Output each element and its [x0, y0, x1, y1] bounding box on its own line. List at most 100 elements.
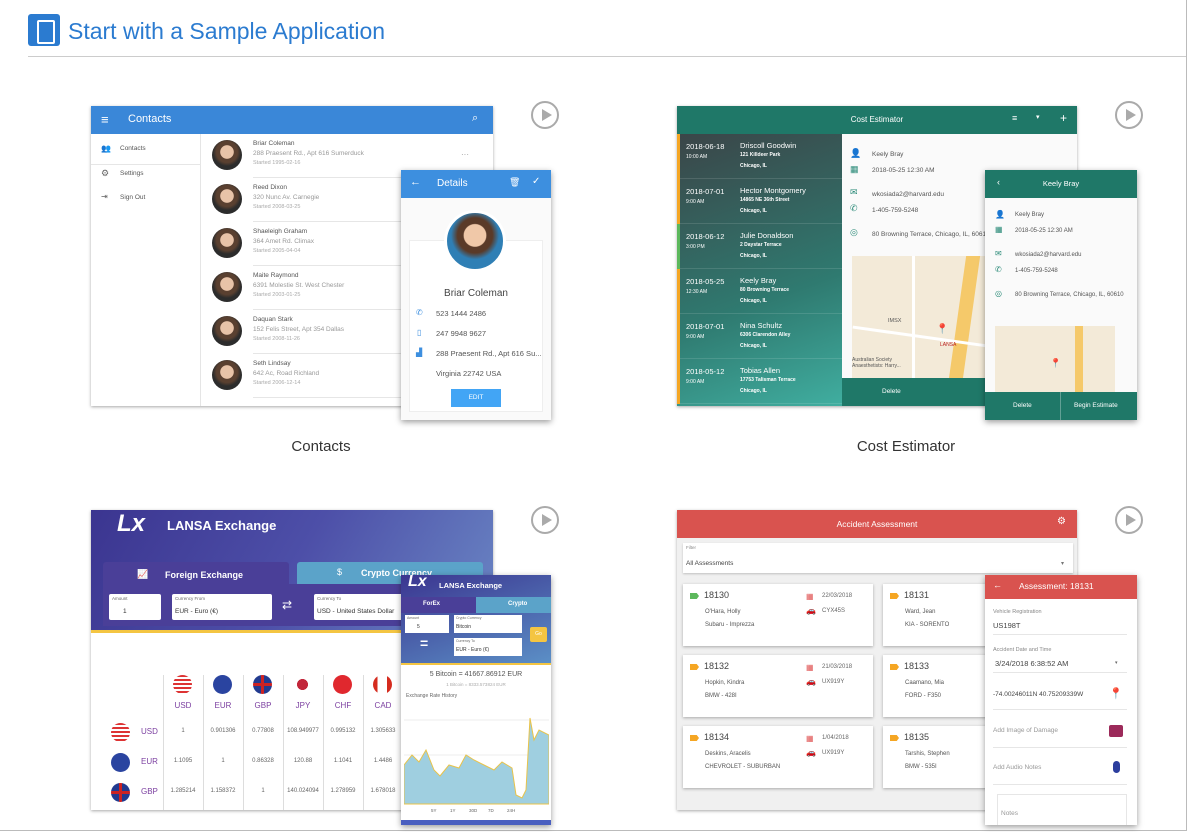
accident-preview[interactable]: Accident Assessment ⚙ Filter All Assessm…	[677, 510, 1077, 810]
tab-crypto[interactable]: Crypto	[476, 597, 551, 613]
dropdown-icon[interactable]: ▾	[1036, 114, 1040, 121]
estimate-row[interactable]: 2018-07-01 9:00 AM Hector Montgomery 14865 …	[677, 179, 842, 224]
add-audio-field[interactable]: Add Audio Notes	[993, 764, 1042, 771]
amount-input[interactable]: Amount 5	[405, 615, 449, 633]
rate-cell[interactable]: 108.949977	[287, 728, 319, 734]
sample-caption[interactable]: Cost Estimator	[856, 438, 956, 455]
rate-cell[interactable]: 0.77808	[252, 728, 274, 734]
estimate-row[interactable]: 2018-05-12 9:00 AM Tobias Allen 17753 Talis…	[677, 359, 842, 404]
contact-phone[interactable]: 523 1444 2486	[436, 309, 487, 318]
delete-button[interactable]: Delete	[1013, 402, 1032, 409]
currency-to-select[interactable]: Currency To USD - United States Dollar	[314, 594, 414, 620]
rate-cell[interactable]: 1.1095	[173, 758, 193, 764]
contact-row[interactable]: Maite Raymond 6391 Molestie St. West Ches…	[201, 266, 493, 310]
gear-icon[interactable]: ⚙	[1057, 516, 1066, 527]
tab-foreign-exchange[interactable]: 📈 Foreign Exchange	[103, 562, 289, 588]
panel-title: Keely Bray	[1042, 179, 1080, 188]
swap-icon[interactable]: ⇄	[282, 598, 293, 612]
contact-row[interactable]: Daquan Stark 152 Felis Street, Apt 354 Da…	[201, 310, 493, 354]
contact-row[interactable]: Seth Lindsay 642 Ac, Road Richland Started…	[201, 354, 493, 398]
estimate-email[interactable]: wkosiada2@harvard.edu	[872, 191, 945, 198]
eur-flag-icon	[213, 675, 232, 694]
avatar	[212, 228, 242, 258]
rate-cell[interactable]: 1.285214	[170, 788, 196, 794]
range-1y-button[interactable]: 1Y	[450, 808, 456, 813]
panel-phone[interactable]: 1-405-759-5248	[1015, 268, 1058, 274]
back-arrow-icon[interactable]: ←	[993, 580, 1002, 590]
datetime-field[interactable]: 3/24/2018 6:38:52 AM	[995, 659, 1069, 668]
currency-from-select[interactable]: Currency From EUR - Euro (€)	[172, 594, 272, 620]
back-arrow-icon[interactable]: ←	[410, 176, 421, 188]
go-button[interactable]: Go	[530, 627, 547, 642]
rate-cell[interactable]: 120.88	[293, 758, 313, 764]
estimate-row[interactable]: 2018-06-12 3:00 PM Julie Donaldson 2 Daysta…	[677, 224, 842, 269]
map[interactable]: IMSX LANSA Australian Society Anaestheti…	[852, 256, 1002, 378]
map[interactable]: 📍	[995, 326, 1115, 392]
rate-cell[interactable]: 140.024094	[287, 788, 319, 794]
estimate-row[interactable]: 2018-07-01 9:00 AM Nina Schultz 6306 Claren…	[677, 314, 842, 359]
range-5y-button[interactable]: 5Y	[431, 808, 437, 813]
assessment-date: 1/04/2018	[822, 735, 849, 741]
filter-select[interactable]: Filter All Assessments ▾	[683, 543, 1073, 573]
more-icon[interactable]: ···	[461, 150, 469, 159]
back-icon[interactable]: ‹	[997, 177, 1000, 187]
nav-sign-out[interactable]: Sign Out	[120, 194, 146, 201]
camera-icon[interactable]	[1109, 725, 1123, 737]
currency-to-select[interactable]: Currency To EUR - Euro (€)	[454, 638, 522, 656]
rate-cell[interactable]: 1	[181, 728, 185, 734]
play-icon[interactable]	[531, 101, 559, 129]
tab-forex[interactable]: ForEx	[401, 597, 476, 613]
play-icon[interactable]	[531, 506, 559, 534]
coordinates-field[interactable]: -74.00246011N 40.75209339W	[993, 691, 1084, 698]
play-icon[interactable]	[1115, 506, 1143, 534]
assessment-card[interactable]: 18132 Hopkin, Kindra BMW - 428I ▦ 21/03/2018…	[683, 655, 873, 717]
amount-input[interactable]: Amount 1	[109, 594, 161, 620]
location-pin-icon[interactable]: 📍	[1109, 688, 1123, 700]
delete-button[interactable]: Delete	[882, 388, 901, 395]
assessment-card[interactable]: 18134 Deskins, Aracelis CHEVROLET - SUBURB…	[683, 726, 873, 788]
contact-mobile[interactable]: 247 9948 9627	[436, 329, 487, 338]
rate-cell[interactable]: 1.1041	[333, 758, 353, 764]
delete-icon[interactable]: 🗑	[509, 177, 521, 187]
field-value: EUR - Euro (€)	[456, 647, 490, 653]
estimate-row[interactable]: 2018-06-18 10:00 AM Driscoll Goodwin 121 Ki…	[677, 134, 842, 179]
contact-row[interactable]: Reed Dixon 320 Nunc Av. Carnegie Started 2…	[201, 178, 493, 222]
assessment-card[interactable]: 18130 O'Hara, Holly Subaru - Imprezza ▦ 22/0…	[683, 584, 873, 646]
rate-cell[interactable]: 1.4486	[373, 758, 393, 764]
estimate-phone[interactable]: 1-405-759-5248	[872, 207, 919, 214]
estimate-row[interactable]: 2018-05-25 12:30 AM Keely Bray 80 Browning …	[677, 269, 842, 314]
check-icon[interactable]: ✓	[532, 176, 541, 187]
crypto-select[interactable]: Crypto Currency Bitcoin	[454, 615, 522, 633]
rate-cell[interactable]: 0.995132	[330, 728, 356, 734]
sample-caption[interactable]: Contacts	[291, 438, 351, 455]
contact-row[interactable]: Briar Coleman 288 Praesent Rd., Apt 616 S…	[201, 134, 493, 178]
microphone-icon[interactable]	[1113, 761, 1120, 773]
filter-icon[interactable]: ≡	[1012, 113, 1018, 123]
range-7d-button[interactable]: 7D	[488, 808, 494, 813]
rate-cell[interactable]: 1	[221, 758, 225, 764]
nav-contacts[interactable]: Contacts	[120, 145, 146, 152]
panel-email[interactable]: wkosiada2@harvard.edu	[1015, 252, 1082, 258]
contact-row[interactable]: Shaeleigh Graham 364 Amet Rd. Climax Start…	[201, 222, 493, 266]
begin-estimate-button[interactable]: Begin Estimate	[1074, 402, 1118, 409]
add-image-field[interactable]: Add Image of Damage	[993, 727, 1059, 734]
rate-cell[interactable]: 1	[261, 788, 265, 794]
edit-button[interactable]: EDIT	[451, 389, 501, 407]
rate-cell[interactable]: 1.305633	[370, 728, 396, 734]
rate-cell[interactable]: 1.678018	[370, 788, 396, 794]
notes-textarea[interactable]: Notes	[997, 794, 1127, 825]
contact-started: Started 2005-04-04	[253, 248, 301, 254]
rate-cell[interactable]: 0.86328	[252, 758, 274, 764]
rate-cell[interactable]: 0.901306	[210, 728, 236, 734]
claimant-name: Deskins, Aracelis	[705, 751, 751, 757]
vehicle: Subaru - Imprezza	[705, 622, 755, 628]
add-icon[interactable]: +	[1060, 111, 1068, 125]
rate-cell[interactable]: 1.158372	[210, 788, 236, 794]
rate-cell[interactable]: 1.278959	[330, 788, 356, 794]
range-30d-button[interactable]: 30D	[469, 808, 478, 813]
nav-settings[interactable]: Settings	[120, 170, 144, 177]
play-icon[interactable]	[1115, 101, 1143, 129]
range-24h-button[interactable]: 24H	[507, 808, 516, 813]
plate-number: CYX45S	[822, 608, 846, 614]
registration-field[interactable]: US198T	[993, 621, 1021, 630]
